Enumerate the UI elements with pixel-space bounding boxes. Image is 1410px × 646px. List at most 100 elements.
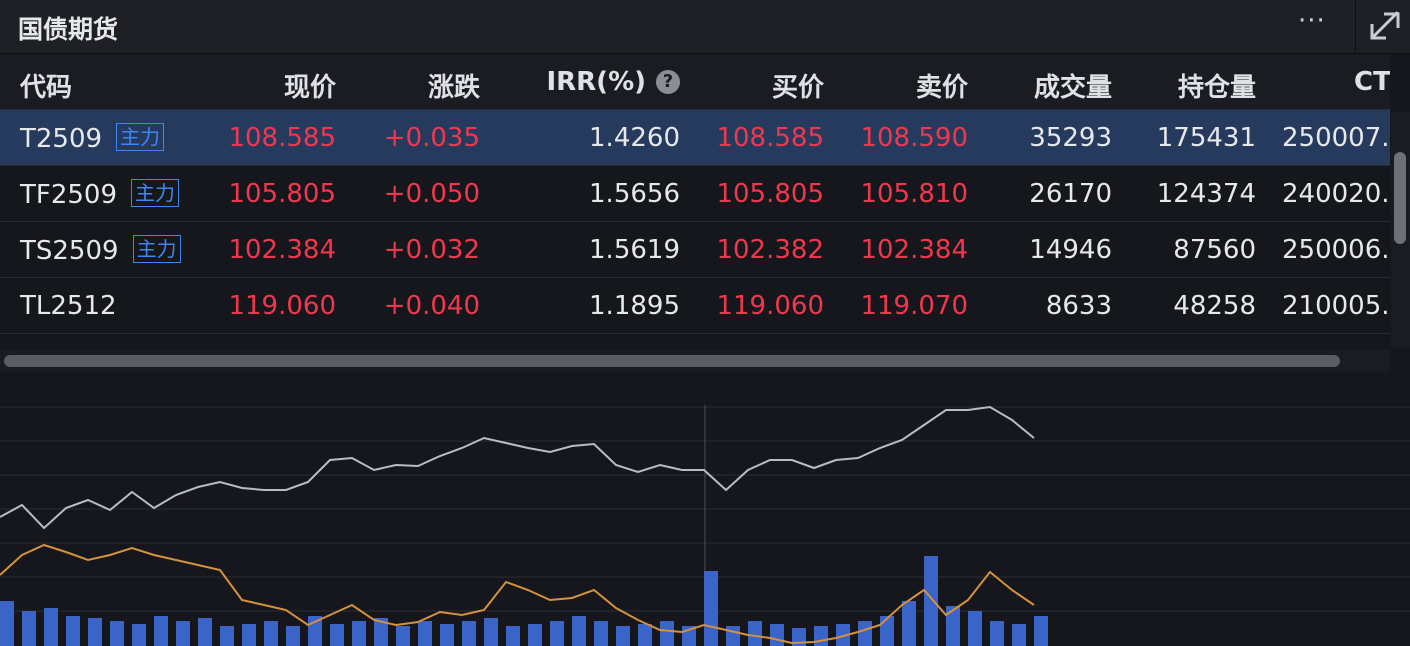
volume-bar [528, 624, 542, 646]
table-cell: 1.5619 [589, 235, 680, 265]
volume-bar [968, 611, 982, 646]
main-contract-badge: 主力 [131, 179, 180, 207]
volume-bar [264, 621, 278, 646]
volume-bar [814, 626, 828, 646]
table-cell: 119.060 [716, 291, 824, 321]
panel-title: 国债期货 [18, 15, 119, 44]
volume-bar [594, 621, 608, 646]
table-cell: 108.585 [716, 123, 824, 153]
table-cell: 1.1895 [589, 291, 680, 321]
volume-bar [396, 626, 410, 646]
volume-bar [44, 608, 58, 646]
expand-icon[interactable] [0, 0, 1410, 53]
table-cell: +0.035 [383, 123, 480, 153]
table-cell: +0.050 [383, 179, 480, 209]
contract-code-cell: TL2512 [20, 291, 117, 321]
volume-bar [88, 618, 102, 646]
volume-bar [374, 618, 388, 646]
header-text: 成交量 [1033, 73, 1112, 103]
volume-bar [462, 621, 476, 646]
volume-bar [704, 571, 718, 646]
volume-bar [880, 616, 894, 646]
table-cell: 250007. [1282, 123, 1390, 153]
volume-bar [0, 601, 14, 646]
table-cell: 108.590 [860, 123, 968, 153]
volume-bar [616, 626, 630, 646]
volume-bar [748, 621, 762, 646]
header-text: 卖价 [915, 73, 968, 103]
volume-bar [286, 626, 300, 646]
main-contract-badge: 主力 [116, 123, 165, 151]
main-contract-badge: 主力 [132, 235, 181, 263]
table-cell: 124374 [1156, 179, 1256, 209]
quote-table: 代码 现价 涨跌 IRR(%)? 买价 卖价 成交量 持仓量 CT T2509 主力 108.585 +… [0, 54, 1390, 336]
table-cell: 105.810 [860, 179, 968, 209]
table-cell: 8633 [1045, 291, 1112, 321]
volume-bar [484, 618, 498, 646]
column-header: 买价 [772, 67, 824, 104]
table-cell: 105.805 [716, 179, 824, 209]
contract-code: TL2512 [20, 291, 117, 321]
table-cell: 14946 [1029, 235, 1112, 265]
table-row[interactable]: TS2509 主力 102.384 +0.032 1.5619 102.382 102.38… [0, 222, 1390, 278]
scroll-thumb[interactable] [1394, 152, 1406, 244]
header-text: IRR(%) [546, 67, 646, 97]
volume-bar [506, 626, 520, 646]
horizontal-scrollbar[interactable] [0, 350, 1390, 372]
volume-bar [924, 556, 938, 646]
price-line [0, 405, 1035, 530]
contract-code-cell: TF2509 主力 [20, 179, 180, 210]
table-row[interactable]: TL2512 119.060 +0.040 1.1895 119.060 119.070 8… [0, 278, 1390, 334]
column-header: 涨跌 [428, 67, 480, 104]
table-cell: 35293 [1029, 123, 1112, 153]
title-bar: 国债期货 ··· [0, 0, 1410, 54]
table-cell: 105.805 [228, 179, 336, 209]
help-icon[interactable]: ? [656, 70, 680, 94]
table-row[interactable]: TF2509 主力 105.805 +0.050 1.5656 105.805 105.81… [0, 166, 1390, 222]
volume-bar [22, 611, 36, 646]
contract-code-cell: T2509 主力 [20, 123, 165, 154]
table-cell: 119.070 [860, 291, 968, 321]
contract-code: TF2509 [20, 180, 118, 210]
table-cell: 119.060 [228, 291, 336, 321]
contract-code: T2509 [20, 124, 103, 154]
header-text: 持仓量 [1177, 73, 1256, 103]
column-header: 卖价 [916, 67, 968, 104]
volume-bar [440, 624, 454, 646]
vertical-scrollbar[interactable] [1391, 112, 1410, 348]
volume-bar [836, 624, 850, 646]
header-row: 代码 现价 涨跌 IRR(%)? 买价 卖价 成交量 持仓量 CT [0, 54, 1390, 110]
table-cell: +0.032 [383, 235, 480, 265]
volume-bar [946, 606, 960, 646]
column-header: 代码 [20, 73, 73, 103]
volume-bar [660, 621, 674, 646]
volume-bar [902, 601, 916, 646]
table-cell: 108.585 [228, 123, 336, 153]
volume-bar [572, 616, 586, 646]
column-header: 持仓量 [1178, 67, 1256, 104]
volume-bar [858, 621, 872, 646]
volume-bar [176, 621, 190, 646]
table-cell: +0.040 [383, 291, 480, 321]
scroll-thumb[interactable] [4, 355, 1340, 367]
volume-bar [726, 626, 740, 646]
separator [1355, 0, 1356, 53]
column-header: IRR(%)? [546, 67, 680, 97]
table-cell: 1.4260 [589, 123, 680, 153]
table-row[interactable]: T2509 主力 108.585 +0.035 1.4260 108.585 108.590… [0, 110, 1390, 166]
table-cell: 26170 [1029, 179, 1112, 209]
volume-bar [418, 621, 432, 646]
table-cell: 87560 [1173, 235, 1256, 265]
column-header: 成交量 [1034, 67, 1112, 104]
column-header: 现价 [284, 67, 336, 104]
more-menu[interactable]: ··· [1298, 6, 1326, 36]
table-cell: 102.384 [228, 235, 336, 265]
contract-code: TS2509 [20, 236, 119, 266]
table-cell: 175431 [1156, 123, 1256, 153]
table-cell: 48258 [1173, 291, 1256, 321]
volume-bar [770, 624, 784, 646]
volume-bar [792, 628, 806, 646]
average-line [0, 543, 1035, 645]
volume-bar [110, 621, 124, 646]
